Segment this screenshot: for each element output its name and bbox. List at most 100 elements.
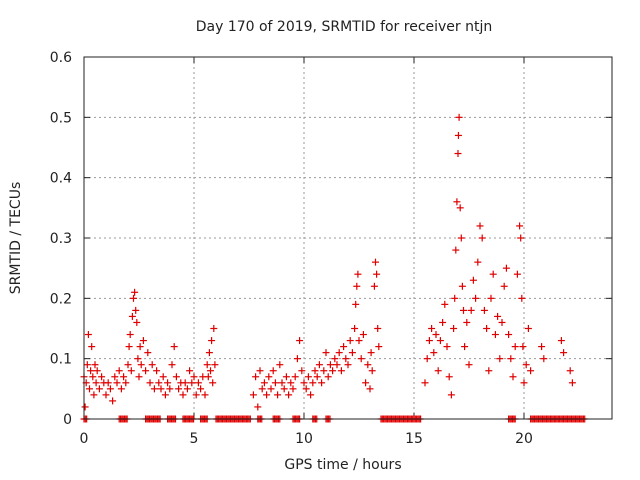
data-point bbox=[86, 385, 93, 393]
data-point bbox=[186, 367, 194, 375]
data-point bbox=[142, 367, 150, 375]
data-point bbox=[370, 282, 378, 290]
data-point bbox=[434, 367, 442, 375]
data-point bbox=[557, 337, 565, 345]
data-point bbox=[447, 391, 455, 399]
data-point bbox=[88, 343, 96, 351]
data-point bbox=[439, 318, 447, 326]
data-point bbox=[126, 331, 134, 339]
data-point bbox=[487, 294, 495, 302]
data-point bbox=[179, 391, 187, 399]
data-point bbox=[351, 325, 359, 332]
data-point bbox=[421, 379, 429, 387]
data-point bbox=[366, 385, 374, 393]
data-point bbox=[454, 131, 462, 139]
data-point bbox=[453, 198, 461, 206]
data-point bbox=[359, 331, 367, 339]
data-point bbox=[300, 379, 308, 387]
data-point bbox=[362, 379, 370, 387]
data-point bbox=[511, 343, 519, 351]
data-point bbox=[491, 331, 499, 339]
data-point bbox=[197, 385, 205, 393]
data-point bbox=[329, 367, 337, 375]
data-point bbox=[354, 270, 362, 278]
data-point bbox=[509, 373, 517, 381]
data-point bbox=[352, 300, 360, 308]
data-point bbox=[183, 385, 191, 393]
data-point bbox=[500, 282, 508, 290]
data-point bbox=[211, 361, 219, 369]
data-point bbox=[157, 385, 165, 393]
y-tick-label: 0 bbox=[63, 412, 72, 428]
data-point bbox=[203, 361, 211, 369]
data-point bbox=[298, 367, 306, 375]
data-point bbox=[92, 379, 100, 387]
data-point bbox=[346, 337, 354, 345]
data-point bbox=[122, 379, 130, 387]
data-point bbox=[192, 391, 200, 399]
x-tick-label: 20 bbox=[515, 431, 533, 447]
data-point bbox=[513, 270, 521, 278]
data-point bbox=[130, 294, 137, 302]
data-point bbox=[342, 355, 350, 363]
data-point bbox=[344, 361, 352, 369]
data-point bbox=[285, 391, 293, 399]
data-point bbox=[524, 325, 532, 332]
data-point bbox=[128, 312, 136, 320]
data-point bbox=[340, 343, 348, 351]
data-point bbox=[168, 361, 176, 369]
data-point bbox=[293, 355, 301, 363]
data-point bbox=[258, 385, 266, 393]
data-point bbox=[139, 337, 147, 345]
data-point bbox=[520, 379, 528, 387]
data-point bbox=[467, 306, 475, 314]
data-point bbox=[125, 343, 133, 351]
data-point bbox=[84, 331, 92, 339]
data-point bbox=[98, 373, 106, 381]
data-point bbox=[204, 373, 212, 381]
data-point bbox=[289, 385, 297, 393]
data-point bbox=[519, 343, 527, 351]
data-point bbox=[117, 385, 125, 393]
data-point bbox=[137, 361, 145, 369]
data-point bbox=[81, 403, 89, 411]
data-point bbox=[527, 367, 535, 375]
data-point bbox=[432, 331, 440, 339]
data-point bbox=[320, 367, 328, 375]
data-point bbox=[148, 361, 156, 369]
data-point bbox=[454, 150, 462, 158]
data-point bbox=[457, 234, 465, 242]
data-point bbox=[106, 385, 114, 393]
data-point bbox=[374, 325, 382, 332]
x-tick-label: 10 bbox=[295, 431, 313, 447]
data-point bbox=[269, 367, 277, 375]
data-point bbox=[115, 367, 123, 375]
data-point bbox=[181, 379, 189, 387]
data-point bbox=[469, 276, 477, 284]
data-point bbox=[315, 361, 323, 369]
data-point bbox=[505, 331, 513, 339]
data-point bbox=[502, 264, 510, 272]
data-point bbox=[498, 318, 506, 326]
data-point bbox=[452, 246, 460, 254]
data-point bbox=[111, 373, 119, 381]
data-point bbox=[263, 391, 271, 399]
data-point bbox=[472, 294, 480, 302]
data-point bbox=[566, 367, 574, 375]
data-point bbox=[441, 300, 449, 308]
data-point bbox=[451, 294, 459, 302]
x-axis-label: GPS time / hours bbox=[284, 457, 401, 473]
data-point bbox=[373, 270, 381, 278]
data-point bbox=[104, 379, 112, 387]
data-point bbox=[460, 306, 467, 314]
data-point bbox=[326, 361, 334, 369]
data-point bbox=[249, 391, 257, 399]
data-point bbox=[276, 361, 284, 369]
data-point bbox=[375, 343, 383, 351]
data-point bbox=[134, 355, 142, 363]
data-point bbox=[428, 325, 436, 332]
data-point bbox=[209, 379, 217, 387]
data-point bbox=[496, 355, 504, 363]
data-point bbox=[465, 361, 473, 369]
